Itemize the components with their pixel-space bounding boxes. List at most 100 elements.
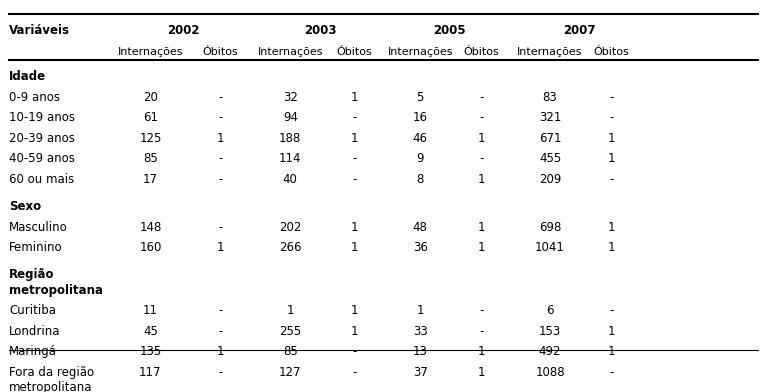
Text: Idade: Idade [9, 70, 46, 83]
Text: 60 ou mais: 60 ou mais [9, 173, 74, 186]
Text: Internações: Internações [518, 47, 583, 56]
Text: 16: 16 [413, 111, 428, 124]
Text: 209: 209 [539, 173, 561, 186]
Text: 1: 1 [607, 132, 615, 145]
Text: metropolitana: metropolitana [9, 283, 103, 297]
Text: 148: 148 [140, 221, 162, 234]
Text: Óbitos: Óbitos [594, 47, 629, 56]
Text: 698: 698 [539, 221, 561, 234]
Text: 33: 33 [413, 325, 427, 338]
Text: 48: 48 [413, 221, 428, 234]
Text: 255: 255 [279, 325, 301, 338]
Text: metropolitana: metropolitana [9, 381, 93, 392]
Text: 1: 1 [478, 345, 485, 358]
Text: 114: 114 [279, 152, 301, 165]
Text: 1: 1 [351, 221, 358, 234]
Text: 117: 117 [139, 366, 162, 379]
Text: 125: 125 [140, 132, 162, 145]
Text: Fora da região: Fora da região [9, 366, 94, 379]
Text: 2007: 2007 [563, 24, 595, 38]
Text: -: - [609, 173, 614, 186]
Text: Internações: Internações [117, 47, 183, 56]
Text: -: - [479, 304, 483, 317]
Text: 1: 1 [416, 304, 424, 317]
Text: 9: 9 [416, 152, 424, 165]
Text: 1: 1 [217, 132, 225, 145]
Text: 20-39 anos: 20-39 anos [9, 132, 75, 145]
Text: 1: 1 [607, 152, 615, 165]
Text: -: - [479, 111, 483, 124]
Text: -: - [352, 345, 357, 358]
Text: -: - [352, 366, 357, 379]
Text: 1: 1 [607, 345, 615, 358]
Text: -: - [352, 173, 357, 186]
Text: Masculino: Masculino [9, 221, 67, 234]
Text: -: - [219, 152, 223, 165]
Text: 492: 492 [539, 345, 561, 358]
Text: 0-9 anos: 0-9 anos [9, 91, 60, 103]
Text: Óbitos: Óbitos [337, 47, 372, 56]
Text: 1: 1 [607, 325, 615, 338]
Text: Óbitos: Óbitos [202, 47, 239, 56]
Text: -: - [352, 111, 357, 124]
Text: 40-59 anos: 40-59 anos [9, 152, 75, 165]
Text: -: - [479, 91, 483, 103]
Text: 17: 17 [143, 173, 158, 186]
Text: -: - [352, 152, 357, 165]
Text: 321: 321 [539, 111, 561, 124]
Text: Internações: Internações [387, 47, 453, 56]
Text: 1: 1 [287, 304, 294, 317]
Text: Maringá: Maringá [9, 345, 57, 358]
Text: 160: 160 [140, 241, 162, 254]
Text: 188: 188 [279, 132, 301, 145]
Text: 1: 1 [351, 91, 358, 103]
Text: 6: 6 [546, 304, 554, 317]
Text: -: - [609, 111, 614, 124]
Text: 1: 1 [607, 241, 615, 254]
Text: 83: 83 [543, 91, 558, 103]
Text: 85: 85 [143, 152, 158, 165]
Text: -: - [609, 91, 614, 103]
Text: 46: 46 [413, 132, 428, 145]
Text: Óbitos: Óbitos [463, 47, 499, 56]
Text: -: - [219, 325, 223, 338]
Text: 202: 202 [279, 221, 301, 234]
Text: 1: 1 [351, 132, 358, 145]
Text: 85: 85 [283, 345, 298, 358]
Text: 1: 1 [351, 325, 358, 338]
Text: 1: 1 [478, 132, 485, 145]
Text: 1: 1 [351, 304, 358, 317]
Text: 10-19 anos: 10-19 anos [9, 111, 75, 124]
Text: Variáveis: Variáveis [9, 24, 70, 38]
Text: 1041: 1041 [535, 241, 565, 254]
Text: -: - [609, 304, 614, 317]
Text: 671: 671 [539, 132, 561, 145]
Text: 2005: 2005 [433, 24, 466, 38]
Text: -: - [219, 366, 223, 379]
Text: 36: 36 [413, 241, 428, 254]
Text: 37: 37 [413, 366, 428, 379]
Text: 1088: 1088 [535, 366, 565, 379]
Text: -: - [219, 173, 223, 186]
Text: 2002: 2002 [167, 24, 199, 38]
Text: Curitiba: Curitiba [9, 304, 56, 317]
Text: 266: 266 [279, 241, 301, 254]
Text: 5: 5 [416, 91, 424, 103]
Text: 1: 1 [478, 221, 485, 234]
Text: 1: 1 [351, 241, 358, 254]
Text: 1: 1 [607, 221, 615, 234]
Text: -: - [609, 366, 614, 379]
Text: -: - [219, 91, 223, 103]
Text: 1: 1 [217, 241, 225, 254]
Text: 135: 135 [140, 345, 162, 358]
Text: -: - [479, 152, 483, 165]
Text: 61: 61 [143, 111, 158, 124]
Text: 455: 455 [539, 152, 561, 165]
Text: -: - [219, 304, 223, 317]
Text: Londrina: Londrina [9, 325, 61, 338]
Text: 13: 13 [413, 345, 428, 358]
Text: -: - [479, 325, 483, 338]
Text: 11: 11 [143, 304, 158, 317]
Text: -: - [219, 221, 223, 234]
Text: 1: 1 [478, 173, 485, 186]
